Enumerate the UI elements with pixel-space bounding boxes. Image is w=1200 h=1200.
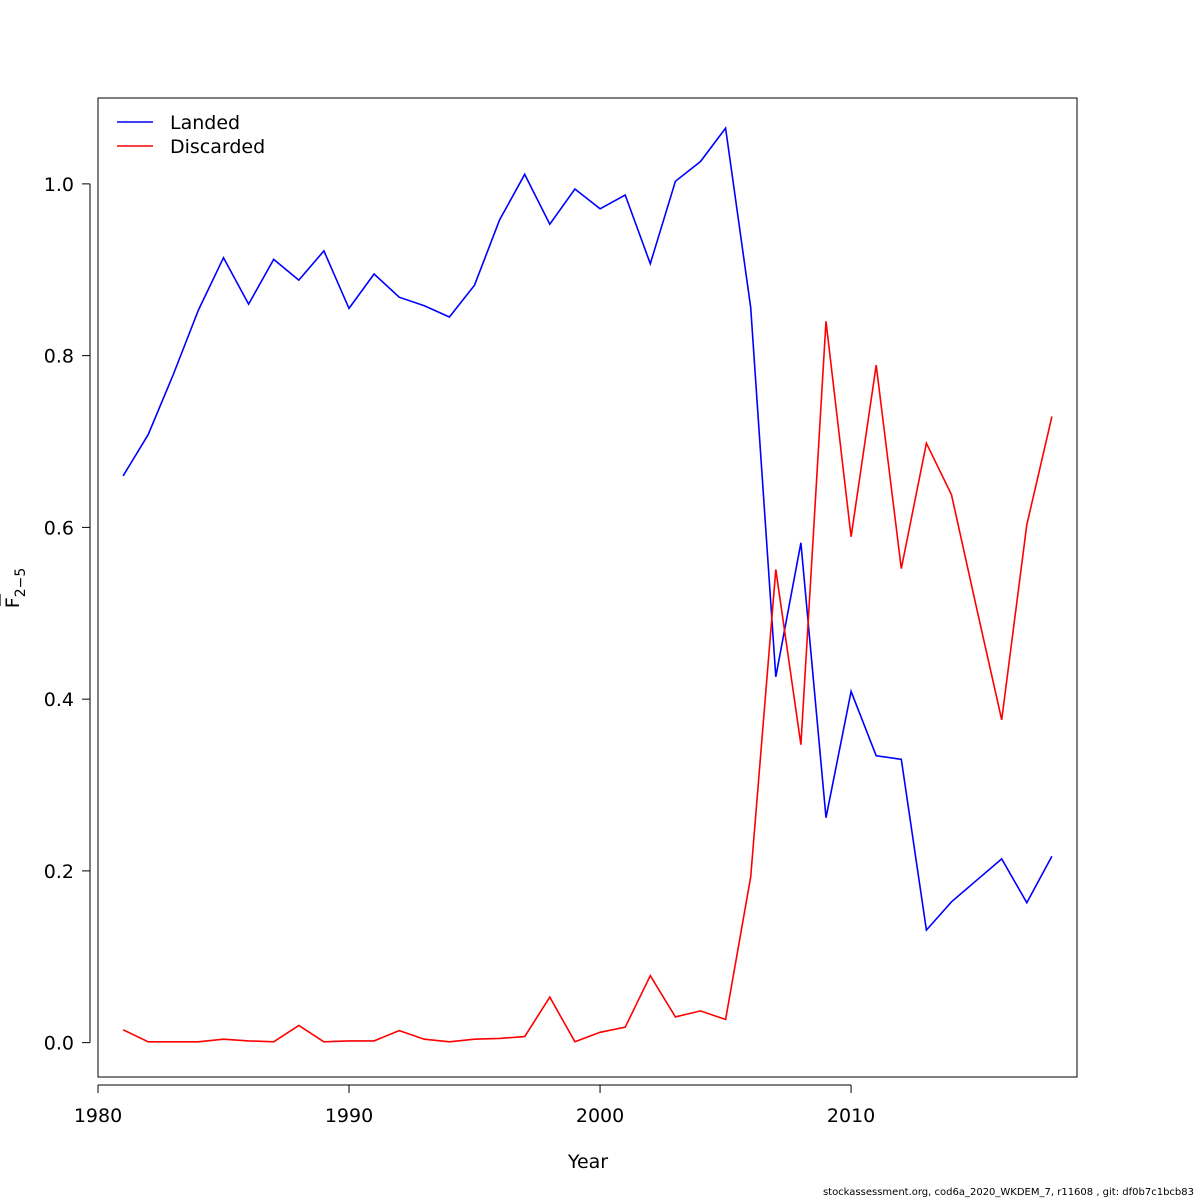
y-tick-label: 0.4 <box>44 689 74 711</box>
x-tick-label: 2010 <box>827 1105 875 1127</box>
x-tick-label: 1990 <box>325 1105 373 1127</box>
y-axis-title-subscript: 2−5 <box>13 568 29 598</box>
y-tick-label: 0.8 <box>44 346 74 368</box>
x-tick-label: 2000 <box>576 1105 624 1127</box>
legend-label-landed: Landed <box>170 112 240 134</box>
series-line-landed <box>122 126 1053 932</box>
y-tick-label: 0.6 <box>44 517 74 539</box>
series-line-discarded <box>122 321 1053 1043</box>
x-tick-label: 1980 <box>74 1105 122 1127</box>
y-tick-label: 1.0 <box>44 174 74 196</box>
x-axis-title: Year <box>567 1151 608 1173</box>
series-layer <box>122 126 1053 1043</box>
y-axis: 0.0 0.2 0.4 0.6 0.8 1.0 <box>44 174 91 1055</box>
plot-frame <box>97 97 1078 1078</box>
y-tick-label: 0.2 <box>44 861 74 883</box>
y-axis-title: F2−5 <box>0 568 29 608</box>
footer-note: stockassessment.org, cod6a_2020_WKDEM_7,… <box>822 1187 1194 1198</box>
svg-text:F2−5: F2−5 <box>2 568 29 608</box>
y-tick-label: 0.0 <box>44 1033 74 1055</box>
legend-label-discarded: Discarded <box>170 136 265 158</box>
x-axis: 1980 1990 2000 2010 <box>74 1084 875 1127</box>
y-axis-title-main: F <box>2 597 24 608</box>
